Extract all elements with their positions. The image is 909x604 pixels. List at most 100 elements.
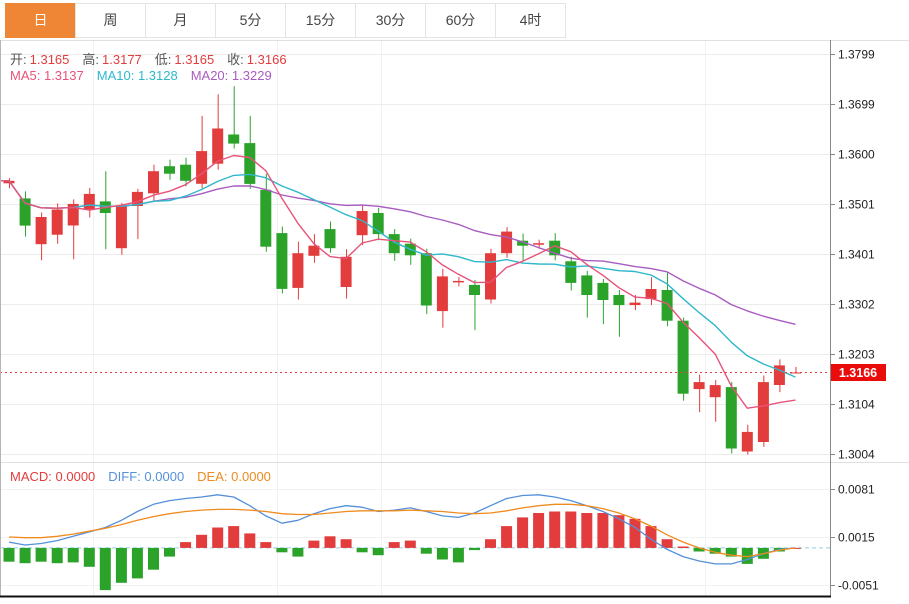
candle [324,229,336,249]
candle [485,253,496,300]
candle [790,372,801,374]
candle [3,180,15,184]
macd-bar [276,547,288,553]
macd-bar [180,542,192,548]
candle [131,191,143,206]
macd-bar [613,515,625,548]
tab-day[interactable]: 日 [5,3,76,38]
candle [19,198,31,226]
candle [741,431,753,452]
candle [244,143,256,184]
candle [196,151,208,184]
svg-text:1.3166: 1.3166 [839,366,877,380]
candle [356,211,368,236]
macd-bar [436,547,448,560]
candle [501,231,513,254]
macd-bar [292,547,304,557]
price-axis-label: 1.3799 [838,48,875,62]
candle [164,166,175,174]
macd-bar [629,518,641,548]
macd-bar [164,547,175,557]
tab-60min[interactable]: 60分 [425,3,496,38]
macd-bar [3,547,15,562]
macd-bar [709,547,721,554]
macd-bar [244,533,256,548]
macd-bar [597,513,609,548]
macd-bar [501,526,513,548]
candle [661,290,673,321]
candle [180,164,192,181]
price-axis-label: 1.3004 [838,448,875,462]
macd-bar [260,542,272,548]
macd-axis-label: 0.0081 [838,483,875,497]
price-axis-label: 1.3104 [838,398,875,412]
macd-bar [677,546,689,548]
macd-bar [645,526,657,548]
candle [581,275,593,295]
macd-bar [661,539,673,548]
candle [757,382,769,442]
candle [677,320,689,394]
macd-panel[interactable]: 0.0081 0.0015 -0.0051 [0,483,879,593]
price-axis-label: 1.3699 [838,98,875,112]
tab-4hour[interactable]: 4时 [495,3,566,38]
candle [83,193,95,210]
tab-15min[interactable]: 15分 [285,3,356,38]
tab-month[interactable]: 月 [145,3,216,38]
tab-week[interactable]: 周 [75,3,146,38]
candle [629,302,641,306]
candle [148,171,159,194]
candle [388,234,400,254]
macd-bar [228,526,240,548]
candle [452,280,464,283]
macd-bar [533,513,545,548]
macd-bar [741,547,753,564]
macd-bar [340,539,352,548]
candle [372,213,384,235]
candle [773,365,785,385]
candle [420,253,432,306]
macd-bar [51,547,63,564]
macd-bar [99,547,111,591]
macd-bar [388,542,400,548]
macd-bar [196,534,208,548]
candle [276,233,288,289]
macd-axis-label: 0.0015 [838,531,875,545]
macd-bar [485,539,496,548]
candle [597,282,609,300]
macd-bar [404,540,416,548]
candle [67,203,79,226]
macd-bar [83,547,95,567]
macd-bar [693,547,705,552]
macd-bar [308,540,320,548]
macd-bar [324,536,336,548]
macd-bar [549,511,561,548]
macd-bar [469,547,480,551]
macd-bar [581,513,593,548]
period-tabbar: 日周月 5分 15分 30分 60分 4时 [5,3,566,38]
main-chart-panel[interactable]: 1.3799 1.3699 1.3600 1.3501 1.3401 1.3302 1.32… [0,48,886,462]
price-axis-label: 1.3600 [838,148,875,162]
candle [436,276,448,312]
candle [260,189,272,247]
macd-bar [452,547,464,563]
candle [469,284,480,295]
candle [533,243,545,245]
tab-30min[interactable]: 30分 [355,3,426,38]
macd-bar [420,547,432,554]
candle [709,385,721,398]
macd-bar [372,547,384,556]
candle [292,253,304,288]
price-axis-label: 1.3401 [838,248,875,262]
candle [645,289,657,300]
macd-bar [67,547,79,563]
macd-bar [212,527,224,548]
candle [35,217,47,245]
macd-bar [517,517,529,548]
vertical-gridlines [93,40,706,597]
candle [228,134,240,144]
macd-bar [356,547,368,553]
candle [340,256,352,287]
